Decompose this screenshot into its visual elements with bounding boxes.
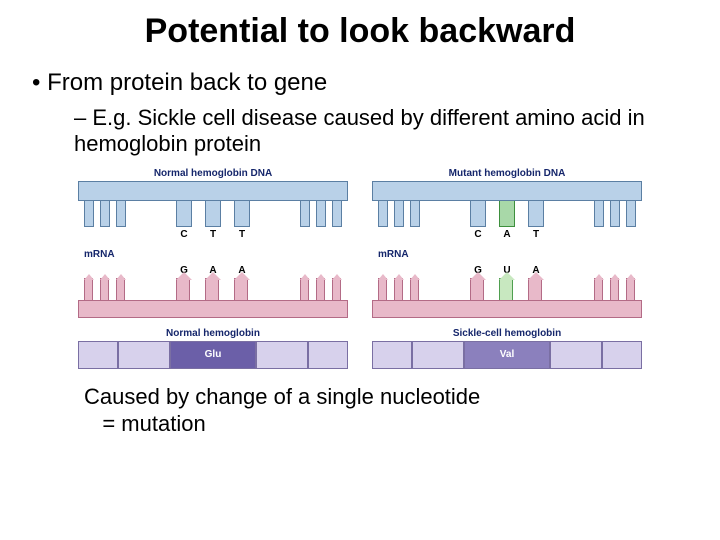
normal-column: Normal hemoglobin DNA C T T mRNA G A A: [78, 168, 348, 375]
mutant-mrna-strip: G U A: [372, 262, 642, 318]
mrna-base-tooth: [176, 278, 190, 300]
mrna-base-tooth: [528, 278, 542, 300]
dna-base-tooth: [234, 201, 250, 227]
normal-dna-strip: C T T: [78, 181, 348, 241]
normal-mrna-label: mRNA: [78, 249, 348, 260]
normal-protein-strip: Glu: [78, 341, 348, 375]
dna-base-letter: T: [234, 229, 250, 240]
amino-acid-box: Val: [464, 341, 550, 369]
mrna-base-tooth: [470, 278, 484, 300]
normal-protein-label: Normal hemoglobin: [78, 328, 348, 339]
bullet-level-1: • From protein back to gene: [32, 69, 692, 97]
normal-mrna-strip: G A A: [78, 262, 348, 318]
mrna-base-tooth: [234, 278, 248, 300]
dna-base-letter: C: [176, 229, 192, 240]
mutant-dna-strip: C A T: [372, 181, 642, 241]
slide-title: Potential to look backward: [58, 12, 662, 51]
dna-base-tooth: [528, 201, 544, 227]
mutant-protein-label: Sickle-cell hemoglobin: [372, 328, 642, 339]
normal-dna-label: Normal hemoglobin DNA: [78, 168, 348, 179]
mrna-base-tooth: [205, 278, 219, 300]
dna-base-tooth: [470, 201, 486, 227]
mrna-base-tooth-mutated: [499, 278, 513, 300]
conclusion-text: Caused by change of a single nucleotide …: [84, 383, 692, 438]
mutant-protein-strip: Val: [372, 341, 642, 375]
dna-base-letter: T: [528, 229, 544, 240]
dna-base-letter: A: [499, 229, 515, 240]
dna-base-tooth-mutated: [499, 201, 515, 227]
amino-acid-box: Glu: [170, 341, 256, 369]
dna-base-tooth: [205, 201, 221, 227]
diagram-container: Normal hemoglobin DNA C T T mRNA G A A: [28, 168, 692, 375]
bullet-level-2: – E.g. Sickle cell disease caused by dif…: [74, 105, 692, 158]
dna-base-tooth: [176, 201, 192, 227]
dna-base-letter: T: [205, 229, 221, 240]
mutant-column: Mutant hemoglobin DNA C A T mRNA G U A: [372, 168, 642, 375]
mutant-dna-label: Mutant hemoglobin DNA: [372, 168, 642, 179]
mutant-mrna-label: mRNA: [372, 249, 642, 260]
dna-base-letter: C: [470, 229, 486, 240]
